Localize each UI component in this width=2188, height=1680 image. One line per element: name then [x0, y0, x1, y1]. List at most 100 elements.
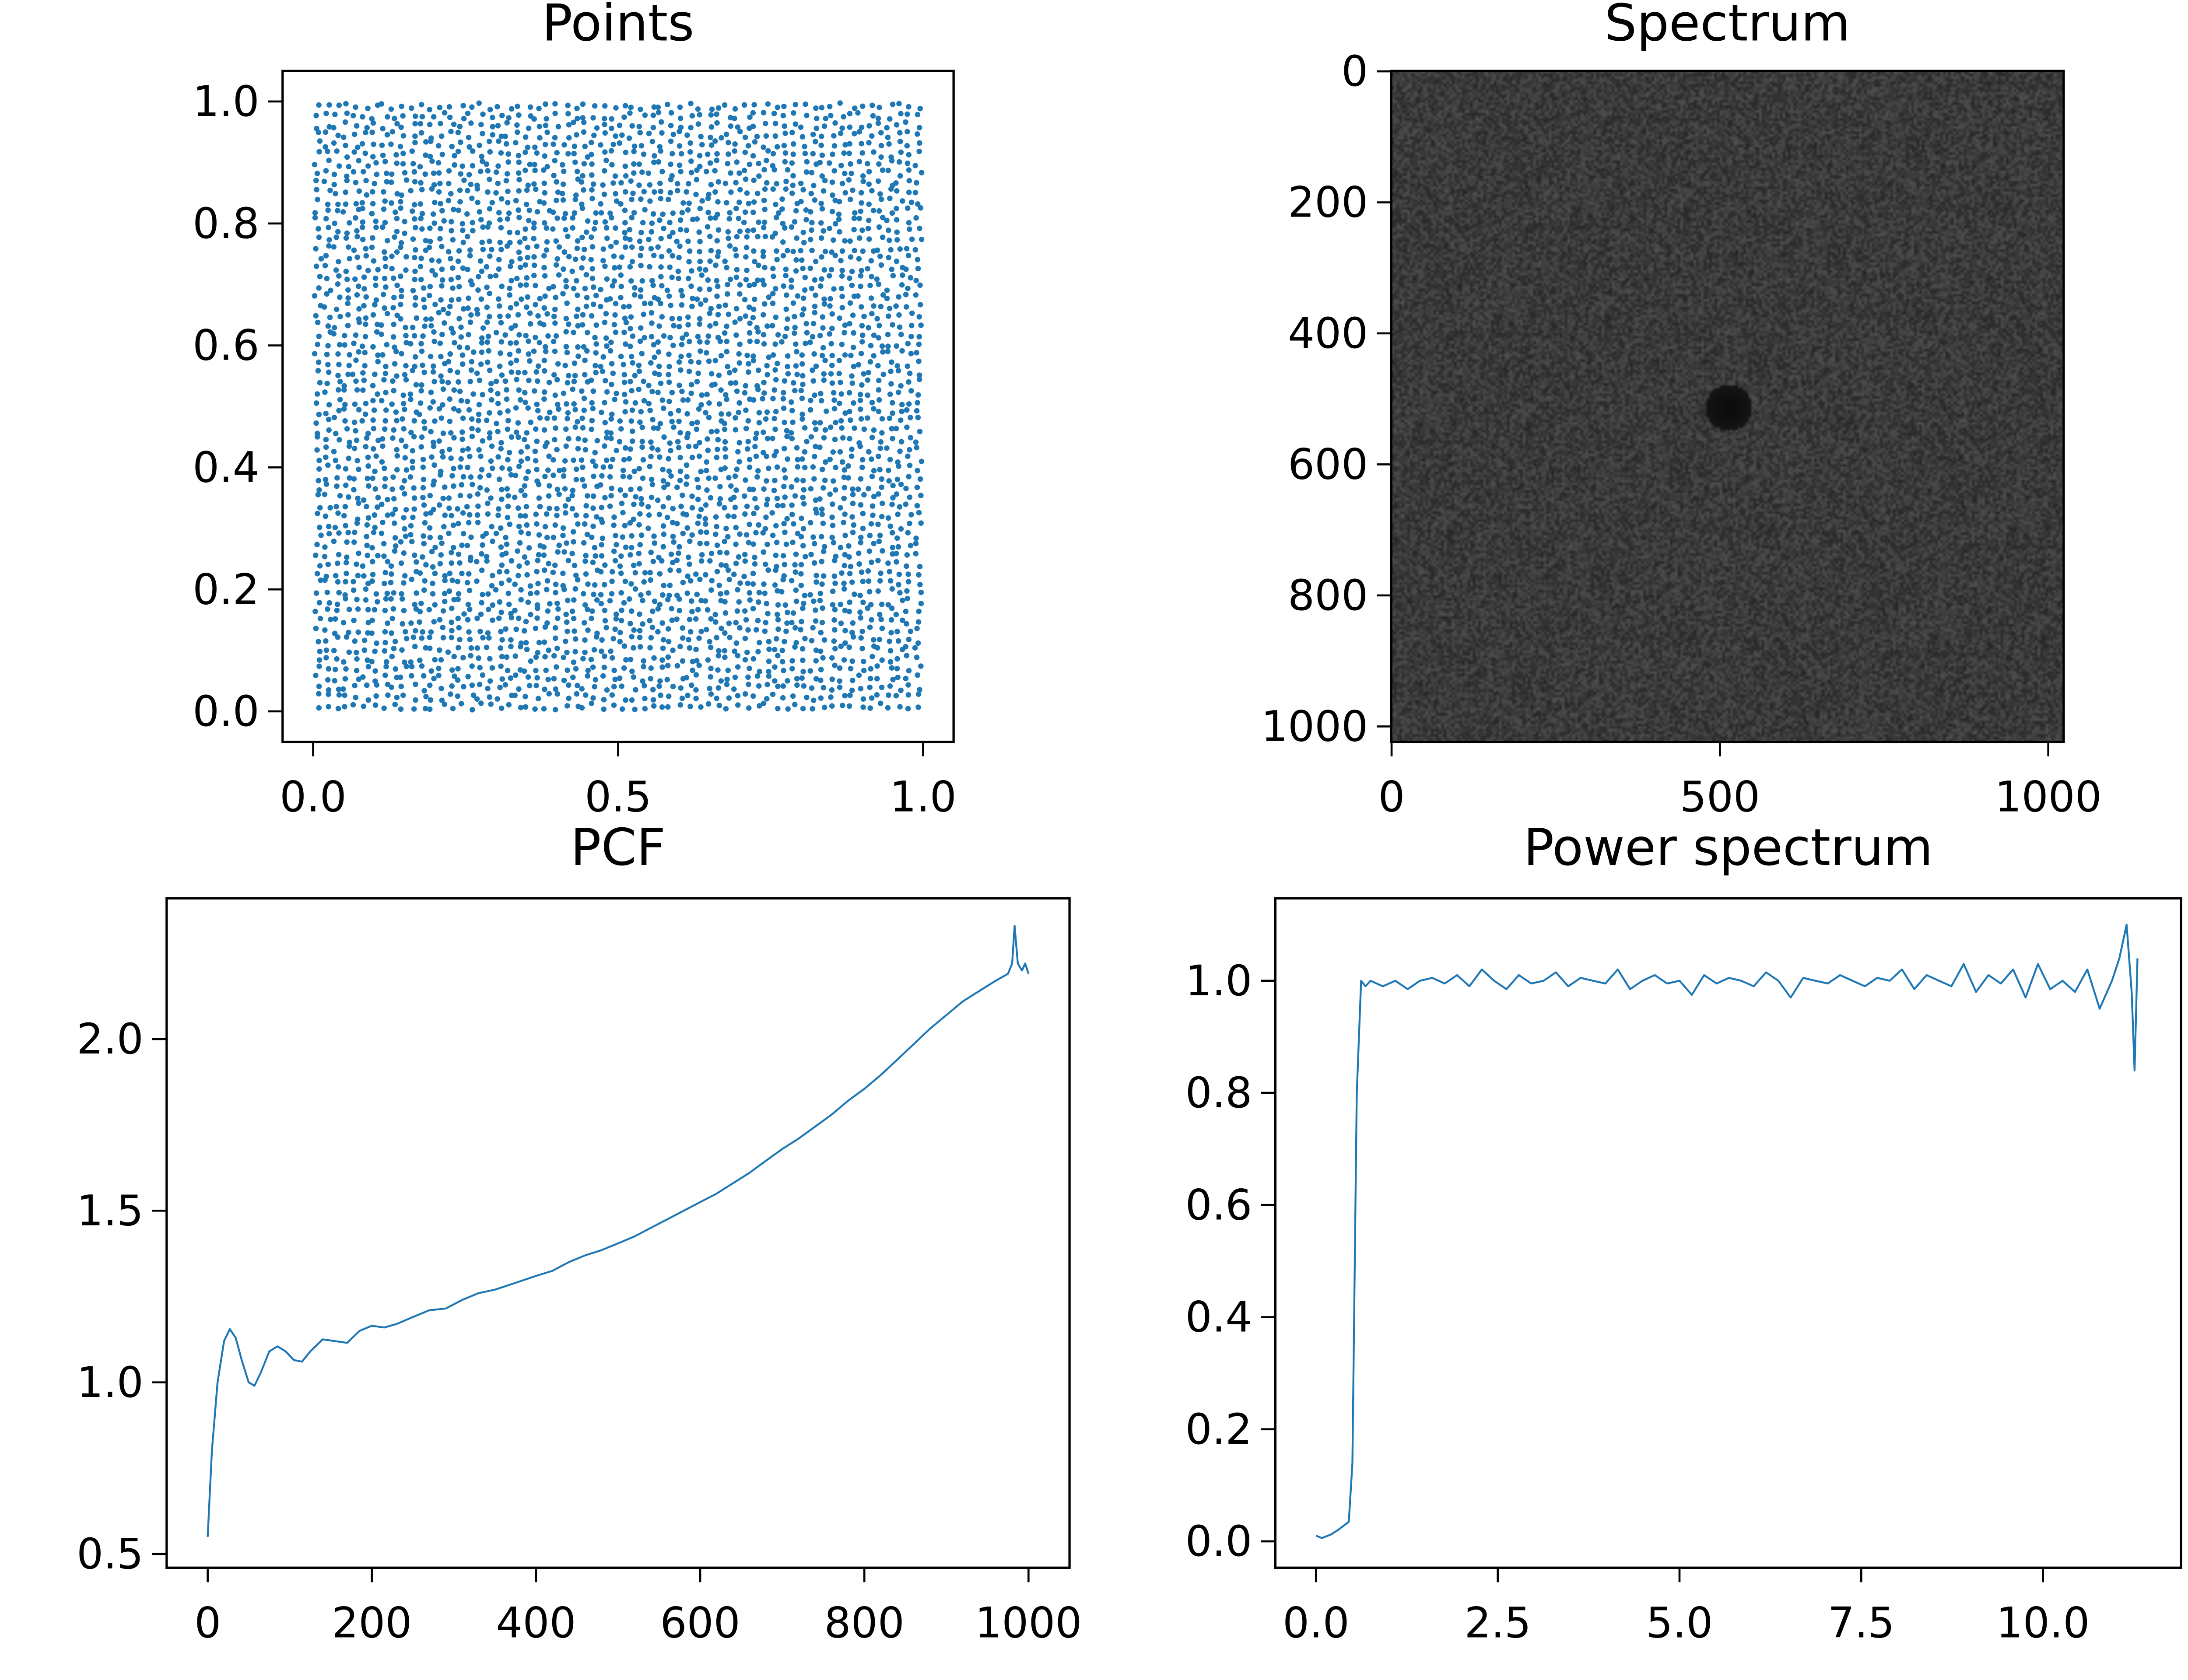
scatter-point [487, 253, 493, 259]
scatter-point [351, 539, 357, 545]
scatter-point [533, 283, 538, 289]
scatter-point [381, 705, 387, 711]
axes-frame [1274, 897, 2182, 1569]
scatter-point [750, 656, 756, 662]
scatter-point [431, 619, 437, 625]
scatter-point [714, 120, 720, 126]
scatter-point [556, 542, 562, 548]
scatter-point [697, 164, 703, 169]
scatter-point [345, 371, 351, 378]
scatter-point [451, 466, 456, 472]
scatter-point [574, 245, 580, 251]
scatter-point [612, 558, 618, 564]
scatter-point [602, 263, 608, 269]
scatter-point [552, 158, 558, 164]
scatter-point [555, 615, 561, 621]
scatter-point [459, 429, 465, 435]
scatter-point [439, 540, 445, 546]
scatter-point [761, 282, 767, 288]
scatter-point [725, 364, 730, 370]
scatter-point [554, 664, 559, 670]
scatter-point [722, 102, 728, 108]
scatter-point [714, 455, 720, 460]
scatter-point [582, 521, 588, 527]
spectrum-image [1391, 71, 2064, 742]
scatter-point [702, 598, 708, 604]
scatter-point [421, 533, 426, 539]
scatter-point [752, 444, 758, 450]
scatter-point [859, 628, 865, 634]
scatter-point [906, 220, 912, 226]
scatter-point [666, 364, 672, 370]
scatter-point [526, 217, 532, 224]
scatter-point [677, 544, 682, 550]
scatter-point [516, 523, 522, 529]
scatter-point [346, 606, 352, 612]
scatter-point [724, 590, 730, 596]
scatter-point [847, 409, 852, 415]
scatter-point [772, 286, 778, 292]
scatter-point [895, 674, 901, 680]
scatter-point [565, 497, 572, 502]
scatter-point [470, 482, 475, 487]
scatter-point [658, 196, 664, 202]
scatter-point [356, 264, 362, 270]
scatter-point [836, 371, 842, 377]
y-tick-label: 0.8 [193, 199, 259, 248]
scatter-point [398, 273, 403, 279]
scatter-point [517, 264, 523, 270]
scatter-point [498, 339, 505, 345]
scatter-point [541, 180, 547, 186]
scatter-point [613, 133, 619, 139]
scatter-point [798, 388, 804, 394]
scatter-point [398, 244, 403, 250]
scatter-point [847, 436, 852, 441]
scatter-point [609, 591, 615, 597]
scatter-point [737, 580, 743, 586]
scatter-point [455, 275, 461, 280]
scatter-point [561, 473, 567, 479]
scatter-point [550, 209, 556, 215]
scatter-point [913, 536, 919, 541]
scatter-point [707, 310, 713, 316]
scatter-point [619, 607, 624, 613]
scatter-point [750, 693, 756, 699]
scatter-point [810, 321, 817, 326]
scatter-point [837, 315, 843, 321]
scatter-point [565, 598, 571, 603]
scatter-point [590, 523, 596, 529]
scatter-point [526, 682, 533, 689]
scatter-point [580, 255, 586, 261]
scatter-point [657, 678, 663, 684]
x-tick-label: 5.0 [1646, 1598, 1713, 1647]
scatter-point [613, 105, 619, 111]
scatter-point [659, 130, 665, 136]
scatter-point [315, 196, 320, 203]
scatter-point [866, 140, 872, 146]
scatter-point [838, 258, 844, 263]
scatter-point [733, 487, 739, 493]
scatter-point [858, 273, 864, 279]
scatter-point [912, 645, 918, 651]
scatter-point [761, 332, 767, 338]
scatter-point [831, 573, 838, 579]
scatter-point [394, 228, 400, 234]
scatter-point [494, 420, 499, 427]
y-tick-label: 1000 [1261, 702, 1368, 751]
scatter-point [807, 265, 813, 271]
scatter-point [468, 312, 474, 318]
scatter-point [523, 504, 529, 510]
scatter-point [389, 253, 395, 259]
scatter-point [905, 285, 911, 291]
scatter-point [456, 379, 461, 385]
scatter-point [554, 645, 560, 651]
scatter-point [874, 316, 880, 322]
scatter-point [831, 540, 837, 546]
scatter-point [516, 188, 522, 194]
scatter-point [868, 295, 874, 301]
scatter-point [706, 287, 712, 292]
scatter-point [744, 267, 750, 273]
scatter-point [755, 649, 761, 654]
scatter-point [589, 700, 595, 707]
scatter-point [747, 338, 753, 344]
